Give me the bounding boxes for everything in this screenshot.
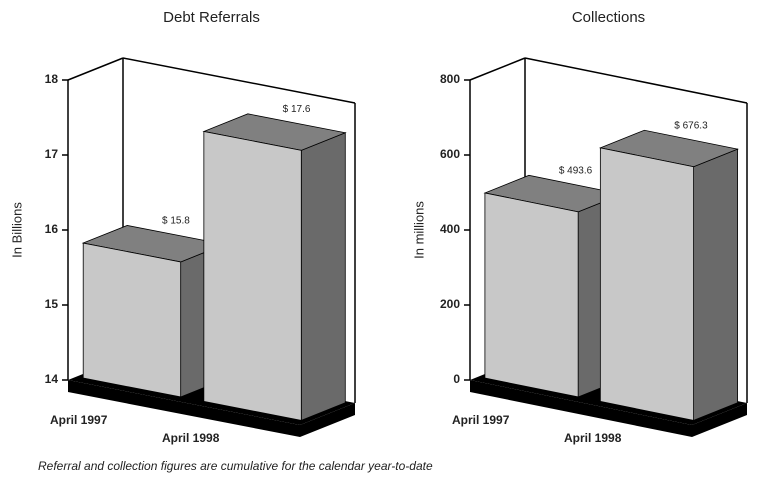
bar-side xyxy=(300,132,346,421)
value-label: $ 493.6 xyxy=(559,165,593,176)
y-axis-label: In millions xyxy=(411,201,426,259)
y-tick-label: 15 xyxy=(45,297,59,311)
wall-edge xyxy=(524,57,748,104)
y-tick-label: 600 xyxy=(440,147,460,161)
x-tick-label: April 1998 xyxy=(564,431,622,445)
y-tick-label: 18 xyxy=(45,72,59,86)
bar-front xyxy=(203,130,302,421)
y-tick-label: 200 xyxy=(440,297,460,311)
y-tick-label: 16 xyxy=(45,222,59,236)
bar-front xyxy=(599,147,694,421)
y-tick-label: 14 xyxy=(45,372,59,386)
y-tick-label: 400 xyxy=(440,222,460,236)
x-tick-label: April 1997 xyxy=(50,413,108,427)
x-tick-label: April 1997 xyxy=(452,413,510,427)
y-axis-label: In Billions xyxy=(9,202,24,258)
y-tick-label: 17 xyxy=(45,147,59,161)
value-label: $ 15.8 xyxy=(162,216,190,227)
x-tick-label: April 1998 xyxy=(162,431,220,445)
bar-side xyxy=(693,148,738,421)
floor-edge xyxy=(68,380,355,437)
value-label: $ 676.3 xyxy=(674,120,708,131)
wall-edge xyxy=(122,57,356,104)
chart-title: Debt Referrals xyxy=(163,9,260,26)
y-tick-label: 0 xyxy=(453,372,460,386)
chart-title: Collections xyxy=(572,9,645,26)
bar-front xyxy=(82,242,182,398)
bar-front xyxy=(484,192,579,398)
y-tick-label: 800 xyxy=(440,72,460,86)
value-label: $ 17.6 xyxy=(283,104,311,115)
floor-edge xyxy=(470,380,747,437)
footnote: Referral and collection figures are cumu… xyxy=(38,459,433,473)
wall-edge xyxy=(469,57,526,81)
wall-edge xyxy=(67,57,124,81)
